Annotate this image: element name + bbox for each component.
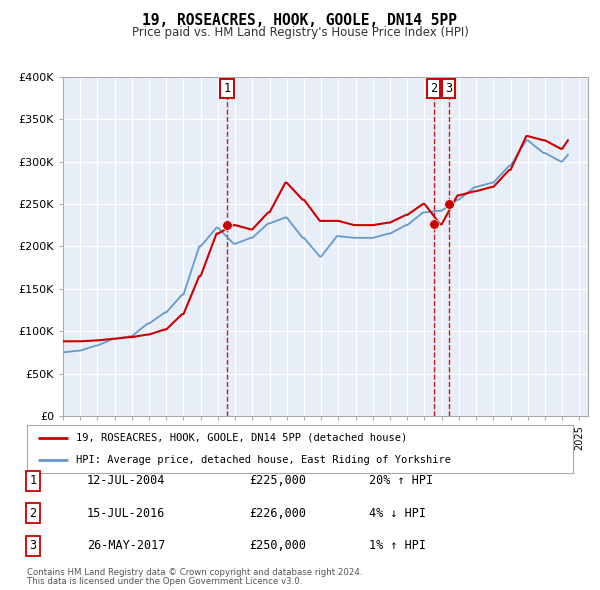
Text: 19, ROSEACRES, HOOK, GOOLE, DN14 5PP: 19, ROSEACRES, HOOK, GOOLE, DN14 5PP bbox=[143, 13, 458, 28]
Text: £225,000: £225,000 bbox=[249, 474, 306, 487]
Text: 3: 3 bbox=[29, 539, 37, 552]
Text: £250,000: £250,000 bbox=[249, 539, 306, 552]
Text: 20% ↑ HPI: 20% ↑ HPI bbox=[369, 474, 433, 487]
Text: HPI: Average price, detached house, East Riding of Yorkshire: HPI: Average price, detached house, East… bbox=[76, 455, 451, 465]
Text: This data is licensed under the Open Government Licence v3.0.: This data is licensed under the Open Gov… bbox=[27, 577, 302, 586]
Text: 15-JUL-2016: 15-JUL-2016 bbox=[87, 507, 166, 520]
Text: 2: 2 bbox=[430, 82, 437, 95]
Text: £226,000: £226,000 bbox=[249, 507, 306, 520]
Text: Contains HM Land Registry data © Crown copyright and database right 2024.: Contains HM Land Registry data © Crown c… bbox=[27, 568, 362, 577]
Text: 1% ↑ HPI: 1% ↑ HPI bbox=[369, 539, 426, 552]
Text: 2: 2 bbox=[29, 507, 37, 520]
Text: 19, ROSEACRES, HOOK, GOOLE, DN14 5PP (detached house): 19, ROSEACRES, HOOK, GOOLE, DN14 5PP (de… bbox=[76, 433, 407, 443]
Text: 1: 1 bbox=[223, 82, 230, 95]
Text: 12-JUL-2004: 12-JUL-2004 bbox=[87, 474, 166, 487]
Text: 1: 1 bbox=[29, 474, 37, 487]
Text: 3: 3 bbox=[445, 82, 452, 95]
Text: Price paid vs. HM Land Registry's House Price Index (HPI): Price paid vs. HM Land Registry's House … bbox=[131, 26, 469, 39]
Text: 4% ↓ HPI: 4% ↓ HPI bbox=[369, 507, 426, 520]
Text: 26-MAY-2017: 26-MAY-2017 bbox=[87, 539, 166, 552]
